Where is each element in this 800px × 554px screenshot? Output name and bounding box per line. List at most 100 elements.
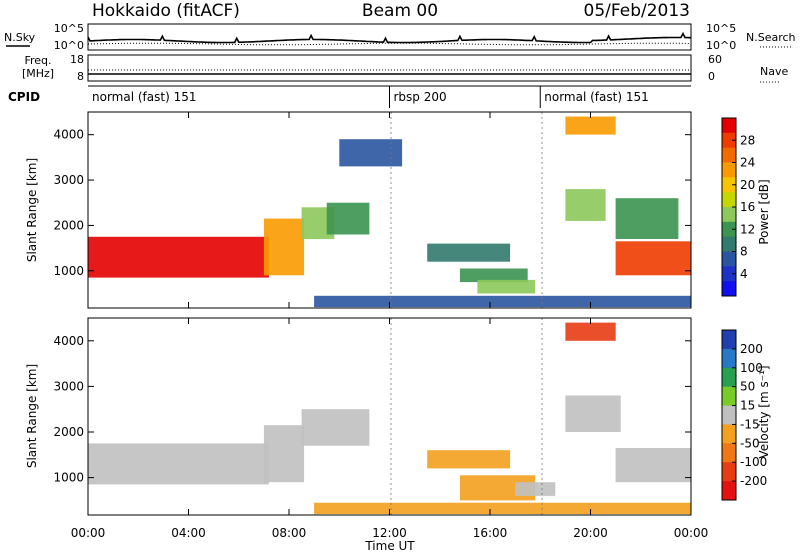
x-tick-label: 00:00 <box>71 526 106 540</box>
scatter-region <box>427 243 511 262</box>
freq-tick-bottom: 8 <box>77 70 84 83</box>
colorbar-swatch <box>722 266 736 282</box>
date-title: 05/Feb/2013 <box>584 1 690 21</box>
scatter-region <box>88 443 269 485</box>
colorbar-swatch <box>722 207 736 223</box>
beam-title: Beam 00 <box>362 1 438 21</box>
colorbar-swatch <box>722 162 736 178</box>
cpid-segment-label: normal (fast) 151 <box>544 90 648 104</box>
y-tick-label: 1000 <box>53 264 84 278</box>
station-title: Hokkaido (fitACF) <box>92 1 240 21</box>
colorbar-tick-label: 100 <box>740 361 763 375</box>
x-tick-label: 20:00 <box>573 526 608 540</box>
power-y-axis-label: Slant Range [km] <box>25 158 39 262</box>
scatter-region <box>427 450 511 469</box>
cpid-segment-label: rbsp 200 <box>394 90 447 104</box>
y-tick-label: 2000 <box>53 425 84 439</box>
colorbar-tick-label: 16 <box>740 200 755 214</box>
freq-tick-top: 18 <box>70 53 84 66</box>
cpid-segment-label: normal (fast) 151 <box>92 90 196 104</box>
cpid-segments: normal (fast) 151 rbsp 200 normal (fast) 1… <box>92 86 649 108</box>
colorbar-swatch <box>722 443 736 463</box>
x-tick-label: 12:00 <box>372 526 407 540</box>
power-colorbar-title: Power [dB] <box>757 179 771 244</box>
nave-tick-bottom: 0 <box>708 70 715 83</box>
power-y-axis: 1000 2000 3000 4000 <box>53 128 691 278</box>
y-tick-label: 4000 <box>53 128 84 142</box>
colorbar-tick-label: -200 <box>740 474 767 488</box>
noise-left-tick-top: 10^5 <box>54 22 84 35</box>
colorbar-swatch <box>722 251 736 267</box>
power-colorbar: 28 24 20 16 12 8 4 <box>721 117 755 297</box>
x-tick-label: 08:00 <box>272 526 307 540</box>
colorbar-swatch <box>722 281 736 297</box>
nave-tick-top: 60 <box>708 53 722 66</box>
freq-label-line2: [MHz] <box>22 67 54 80</box>
colorbar-swatch <box>722 405 736 425</box>
scatter-region <box>565 116 616 135</box>
nsky-label: N.Sky <box>4 31 36 44</box>
y-tick-label: 3000 <box>53 379 84 393</box>
colorbar-swatch <box>722 481 736 501</box>
colorbar-swatch <box>722 348 736 369</box>
noise-left-tick-bottom: 10^0 <box>54 39 84 52</box>
velocity-colorbar-title: Velocity [m s⁻¹] <box>757 365 771 458</box>
scatter-region <box>88 236 269 278</box>
y-tick-label: 4000 <box>53 334 84 348</box>
power-cells <box>88 116 691 308</box>
colorbar-swatch <box>722 177 736 193</box>
colorbar-tick-label: 200 <box>740 342 763 356</box>
x-tick-label: 00:00 <box>674 526 709 540</box>
cpid-label: CPID <box>8 90 40 104</box>
colorbar-swatch <box>722 424 736 444</box>
noise-panel-frame <box>87 23 692 51</box>
noise-right-tick-top: 10^5 <box>706 22 736 35</box>
colorbar-swatch <box>722 462 736 482</box>
colorbar-tick-label: 4 <box>740 267 748 281</box>
scatter-region <box>477 279 536 294</box>
scatter-region <box>565 322 616 341</box>
scatter-region <box>301 409 370 446</box>
x-tick-label: 16:00 <box>473 526 508 540</box>
y-tick-label: 3000 <box>53 173 84 187</box>
x-tick-label: 04:00 <box>171 526 206 540</box>
colorbar-swatch <box>722 147 736 163</box>
y-tick-label: 2000 <box>53 218 84 232</box>
power-x-ticks <box>87 112 692 308</box>
scatter-region <box>263 425 305 483</box>
scatter-region <box>263 218 305 276</box>
scatter-region <box>314 295 691 308</box>
noise-right-tick-bottom: 10^0 <box>706 39 736 52</box>
colorbar-tick-label: 12 <box>740 222 755 236</box>
colorbar-tick-label: 24 <box>740 156 755 170</box>
colorbar-swatch <box>722 118 736 134</box>
scatter-region <box>615 241 691 276</box>
scatter-region <box>615 198 679 239</box>
scatter-region <box>314 502 691 515</box>
nsearch-label: N.Search <box>746 31 796 44</box>
colorbar-swatch <box>722 221 736 238</box>
colorbar-tick-label: -100 <box>740 455 767 469</box>
scatter-region <box>565 395 621 432</box>
velocity-cells <box>88 322 691 515</box>
colorbar-frame <box>721 329 737 501</box>
velocity-y-axis-label: Slant Range [km] <box>25 364 39 468</box>
scatter-region <box>515 482 556 496</box>
scatter-region <box>326 202 370 235</box>
scatter-region <box>459 268 528 283</box>
power-panel: 1000 2000 3000 4000 <box>53 111 692 309</box>
colorbar-swatch <box>722 386 736 407</box>
velocity-x-axis: 00:00 04:00 08:00 12:00 16:00 20:00 00:00 <box>71 318 709 540</box>
nsearch-trace <box>88 42 691 46</box>
velocity-panel: 1000 2000 3000 4000 00:00 04:00 08:00 12:00 16:… <box>53 317 709 540</box>
scatter-region <box>615 448 691 483</box>
colorbar-tick-label: 15 <box>740 399 755 413</box>
colorbar-tick-label: -50 <box>740 436 760 450</box>
scatter-region <box>339 139 403 167</box>
colorbar-swatch <box>722 192 736 208</box>
colorbar-tick-label: 20 <box>740 178 755 192</box>
colorbar-tick-label: -15 <box>740 417 760 431</box>
freq-label-line1: Freq. <box>24 54 51 67</box>
nsky-trace <box>87 31 691 44</box>
colorbar-tick-label: 28 <box>740 133 755 147</box>
